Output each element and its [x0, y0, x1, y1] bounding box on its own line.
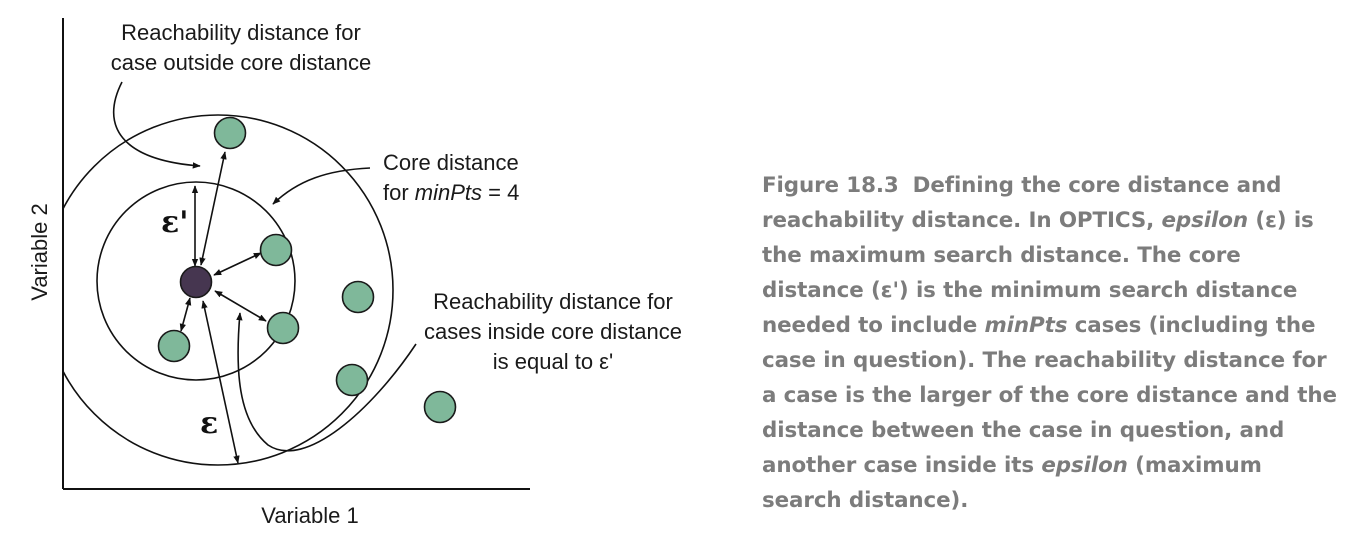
figure-caption: Figure 18.3 Defining the core distance an…: [762, 168, 1342, 518]
reach-inside-label-line1: Reachability distance for: [433, 289, 673, 314]
epsilon-label: ε: [200, 406, 218, 441]
core-distance-label-line2: for minPts = 4: [383, 180, 519, 205]
caption-part: (ε) is the maximum search distance. The …: [762, 208, 1314, 338]
case-inner-lower-left: [157, 329, 191, 363]
caption-part: minPts: [984, 313, 1068, 338]
epsilon-prime-label: ε': [161, 205, 188, 240]
case-middle-right: [341, 280, 375, 314]
arrow-to-case-right-upper: [213, 252, 262, 276]
reach-inside-label-line2: cases inside core distance: [424, 319, 682, 344]
caption-part: epsilon: [1161, 208, 1249, 233]
caption-part: epsilon: [1041, 453, 1128, 478]
epsilon-arrow: [201, 300, 240, 464]
case-on-epsilon: [335, 363, 369, 397]
y-axis-label: Variable 2: [27, 203, 52, 300]
caption-part: cases (including the case in question). …: [762, 313, 1337, 478]
optics-diagram: Variable 1 Variable 2 ε' ε Reachability …: [27, 18, 682, 528]
case-inner-upper-right: [259, 233, 293, 267]
reach-inside-label-line3: is equal to ε': [493, 349, 613, 374]
figure-label: Figure 18.3: [762, 173, 899, 198]
x-axis-label: Variable 1: [261, 503, 358, 528]
case-outside: [423, 390, 457, 424]
core-case: [179, 265, 213, 299]
reach-outside-callout: [112, 81, 201, 169]
epsilon-circle: [63, 114, 394, 466]
case-inner-lower-right: [266, 311, 300, 345]
core-distance-circle: [96, 181, 296, 381]
caption-text: Defining the core distance and reachabil…: [762, 173, 1337, 513]
caption-part: Defining the core distance and reachabil…: [762, 173, 1282, 233]
core-distance-label-line1: Core distance: [383, 150, 519, 175]
core-distance-callout: [272, 167, 371, 205]
reach-outside-arrow: [199, 151, 227, 266]
reach-outside-label-line1: Reachability distance for: [121, 20, 361, 45]
caption-part: (maximum search distance).: [762, 453, 1262, 513]
reach-inside-callout: [236, 312, 417, 452]
arrow-to-case-left-lower: [179, 297, 192, 332]
arrow-to-case-right-lower: [214, 290, 267, 322]
case-top: [213, 116, 247, 150]
reach-outside-label-line2: case outside core distance: [111, 50, 372, 75]
